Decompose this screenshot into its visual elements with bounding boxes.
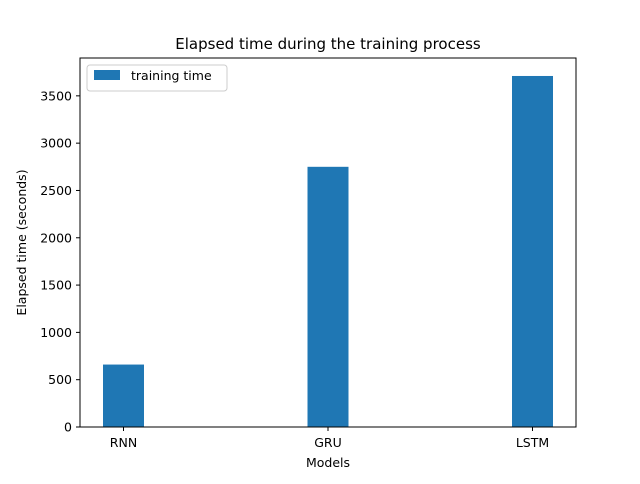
x-axis-label: Models (306, 455, 350, 470)
bars-layer (103, 75, 553, 428)
y-axis-label: Elapsed time (seconds) (14, 169, 29, 315)
plot-frame (79, 57, 577, 428)
y-tick-label: 1500 (40, 278, 72, 293)
y-tick-label: 3500 (40, 88, 72, 103)
bar-lstm (512, 75, 553, 427)
legend-label: training time (131, 68, 212, 83)
bar-rnn (103, 364, 144, 427)
legend: training time (86, 64, 228, 92)
bar-gru (307, 166, 349, 428)
y-tick-label: 3000 (40, 136, 72, 151)
x-tick-label: GRU (314, 435, 342, 450)
legend-swatch (94, 70, 120, 80)
x-tick-label: RNN (110, 435, 137, 450)
y-tick-label: 0 (64, 420, 72, 435)
y-tick-label: 500 (48, 372, 72, 387)
x-tick-label: LSTM (516, 435, 549, 450)
x-axis-ticks: RNN GRU LSTM (110, 427, 549, 450)
y-tick-label: 1000 (40, 325, 72, 340)
y-tick-label: 2500 (40, 183, 72, 198)
legend-box (86, 64, 228, 92)
y-axis-ticks: 0 500 1000 1500 2000 2500 3000 3500 (40, 88, 80, 435)
chart-title: Elapsed time during the training process (175, 35, 481, 53)
y-tick-label: 2000 (40, 230, 72, 245)
